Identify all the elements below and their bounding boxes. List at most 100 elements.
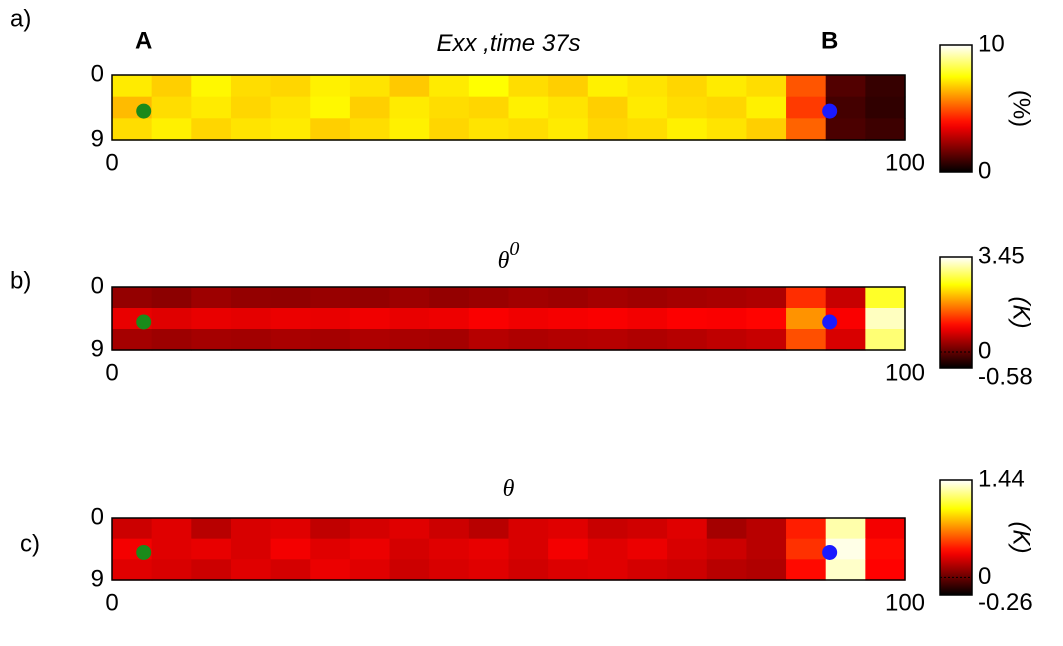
heatmap-cell: [468, 559, 510, 581]
heatmap-cell: [667, 287, 708, 309]
heatmap-cell: [706, 518, 747, 540]
heatmap-cell: [429, 518, 470, 540]
heatmap-cell: [191, 538, 232, 560]
heatmap-cell: [865, 518, 906, 540]
panel-label: a): [10, 5, 31, 32]
marker-point: [822, 544, 838, 560]
colorbar: [939, 44, 973, 173]
heatmap-cell: [825, 518, 866, 540]
heatmap-cell: [786, 559, 827, 581]
heatmap-cell: [865, 329, 906, 351]
chart-title: Exx ,time 37s: [436, 30, 580, 57]
marker-point: [136, 314, 152, 330]
y-tick-label: 9: [91, 565, 104, 592]
heatmap-cell: [389, 96, 430, 119]
heatmap-cell: [468, 538, 510, 560]
point-label: B: [821, 27, 838, 54]
heatmap-cell: [706, 329, 747, 351]
heatmap-cell: [230, 559, 272, 581]
heatmap-cell: [667, 308, 708, 330]
heatmap-cell: [825, 329, 866, 351]
heatmap-cell: [151, 96, 192, 119]
heatmap-cell: [112, 329, 153, 351]
heatmap-cell: [627, 75, 668, 98]
x-tick-label: 0: [105, 149, 118, 176]
heatmap-cell: [667, 538, 708, 560]
heatmap-cell: [270, 308, 311, 330]
heatmap-cell: [508, 96, 549, 119]
heatmap-cell: [389, 118, 430, 141]
colorbar-tick-label: -0.26: [978, 589, 1033, 616]
heatmap-cell: [389, 329, 430, 351]
heatmap-cell: [508, 518, 549, 540]
heatmap-cell: [151, 308, 192, 330]
heatmap-cell: [349, 96, 391, 119]
heatmap-cell: [230, 287, 272, 309]
heatmap-cell: [191, 329, 232, 351]
heatmap-cell: [191, 559, 232, 581]
heatmap-cell: [786, 75, 827, 98]
heatmap-cell: [230, 96, 272, 119]
heatmap-cell: [627, 518, 668, 540]
marker-point: [822, 314, 838, 330]
colorbar-label: (%): [1008, 90, 1035, 127]
colorbar-label: (K): [1008, 297, 1035, 329]
heatmap-cell: [706, 118, 747, 141]
heatmap-cell: [389, 559, 430, 581]
panel-label: c): [20, 530, 40, 557]
heatmap-cell: [429, 308, 470, 330]
heatmap-cell: [349, 329, 391, 351]
x-tick-label: 0: [105, 589, 118, 616]
heatmap-cell: [865, 96, 906, 119]
heatmap-cell: [587, 96, 629, 119]
plot-frame: [111, 286, 906, 351]
heatmap-cell: [468, 287, 510, 309]
heatmap-cell: [230, 329, 272, 351]
heatmap-cell: [468, 118, 510, 141]
heatmap-cell: [429, 75, 470, 98]
heatmap-cell: [825, 287, 866, 309]
heatmap-cell: [310, 308, 351, 330]
heatmap-cell: [429, 538, 470, 560]
x-tick-label: 100: [885, 149, 925, 176]
heatmap-cell: [310, 118, 351, 141]
heatmap-cell: [112, 75, 153, 98]
heatmap-cell: [587, 118, 629, 141]
heatmap-cell: [587, 559, 629, 581]
title-text: θ: [498, 248, 510, 274]
panel-label: b): [10, 267, 31, 294]
heatmap-cell: [191, 118, 232, 141]
heatmap-cell: [191, 518, 232, 540]
heatmap-cell: [706, 308, 747, 330]
heatmap-cell: [112, 559, 153, 581]
heatmap-cell: [468, 96, 510, 119]
colorbar-tick-label: -0.58: [978, 363, 1033, 390]
heatmap-cell: [786, 329, 827, 351]
heatmap-cell: [865, 538, 906, 560]
heatmap-cell: [429, 329, 470, 351]
heatmap-cell: [746, 118, 787, 141]
heatmap-cell: [865, 287, 906, 309]
y-tick-label: 9: [91, 125, 104, 152]
heatmap-cell: [706, 559, 747, 581]
heatmap-cell: [468, 308, 510, 330]
heatmap-cell: [627, 329, 668, 351]
heatmap-cell: [706, 538, 747, 560]
heatmap-cell: [627, 308, 668, 330]
heatmap-cell: [230, 75, 272, 98]
heatmap-cell: [786, 538, 827, 560]
heatmap-cell: [865, 308, 906, 330]
heatmap-cell: [667, 75, 708, 98]
point-label: A: [135, 27, 152, 54]
heatmap-cell: [429, 287, 470, 309]
plot-frame: [111, 517, 906, 581]
heatmap-cell: [508, 329, 549, 351]
x-tick-label: 100: [885, 589, 925, 616]
heatmap-cell: [627, 118, 668, 141]
y-tick-label: 0: [91, 503, 104, 530]
heatmap-cell: [548, 559, 589, 581]
heatmap-cell: [508, 538, 549, 560]
heatmap-cell: [389, 75, 430, 98]
heatmap-cell: [746, 329, 787, 351]
heatmap-cell: [468, 518, 510, 540]
